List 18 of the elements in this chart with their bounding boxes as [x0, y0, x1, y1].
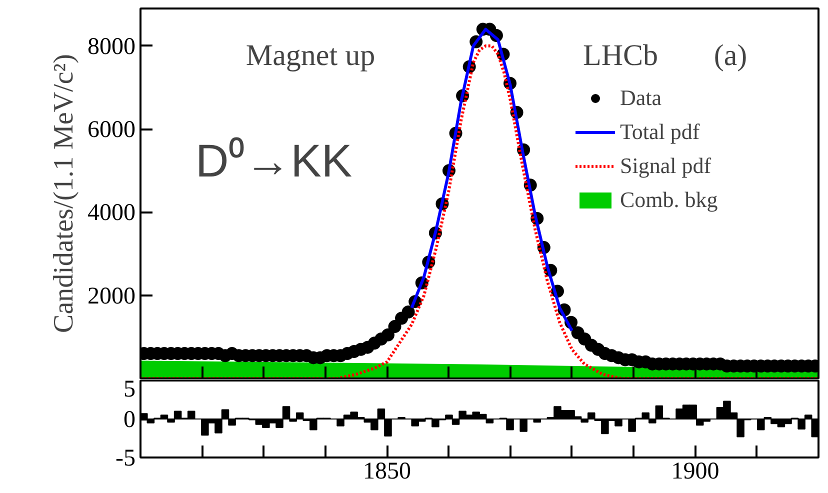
annotation: LHCb	[583, 39, 658, 72]
y-tick-label: 5	[124, 376, 136, 402]
y-axis-title: Candidates/(1.1 MeV/c²)	[48, 54, 80, 333]
legend-label: Total pdf	[620, 119, 700, 145]
x-tick-label: 1850	[363, 458, 412, 484]
annotation: Magnet up	[246, 39, 376, 72]
y-tick-label: 8000	[88, 34, 136, 60]
y-tick-label: 6000	[88, 117, 136, 144]
y-tick-label: 4000	[88, 200, 136, 226]
annotation: D⁰→KK	[196, 134, 352, 186]
y-tick-label: -5	[116, 446, 136, 472]
legend-label: Data	[620, 85, 662, 111]
y-tick-label: 0	[124, 407, 136, 433]
y-tick-label: 2000	[88, 283, 136, 310]
legend-label: Comb. bkg	[620, 187, 718, 213]
x-tick-label: 1900	[671, 458, 720, 484]
legend-label: Signal pdf	[620, 153, 712, 179]
annotation: (a)	[714, 39, 748, 72]
